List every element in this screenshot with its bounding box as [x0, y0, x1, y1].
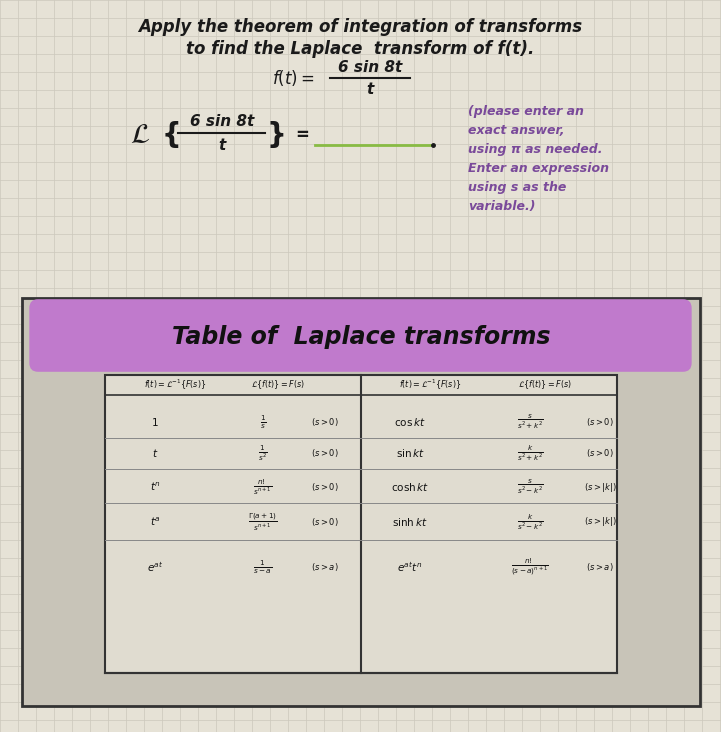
Text: $\frac{n!}{s^{n+1}}$: $\frac{n!}{s^{n+1}}$	[254, 477, 273, 497]
Text: $(s>a)$: $(s>a)$	[586, 561, 614, 573]
Text: $\mathcal{L}\{f(t)\}=F(s)$: $\mathcal{L}\{f(t)\}=F(s)$	[251, 378, 305, 392]
FancyBboxPatch shape	[30, 299, 691, 372]
Text: $\frac{k}{s^2+k^2}$: $\frac{k}{s^2+k^2}$	[517, 443, 544, 463]
Text: $f(t)=$: $f(t)=$	[272, 68, 314, 88]
Text: $(s>0)$: $(s>0)$	[586, 447, 614, 459]
Text: $t^n$: $t^n$	[149, 481, 161, 493]
Text: {: {	[162, 121, 182, 149]
Text: $\cosh kt$: $\cosh kt$	[391, 481, 429, 493]
Text: $\mathcal{L}$: $\mathcal{L}$	[130, 121, 150, 149]
Text: $f(t)=\mathcal{L}^{-1}\{F(s)\}$: $f(t)=\mathcal{L}^{-1}\{F(s)\}$	[399, 378, 461, 392]
Text: $\frac{k}{s^2-k^2}$: $\frac{k}{s^2-k^2}$	[517, 512, 544, 532]
Text: 6 sin 8t: 6 sin 8t	[338, 59, 402, 75]
Text: $\cos kt$: $\cos kt$	[394, 416, 426, 428]
Text: $(s>0)$: $(s>0)$	[311, 447, 339, 459]
Text: t: t	[218, 138, 226, 152]
Text: $(s>0)$: $(s>0)$	[311, 481, 339, 493]
Text: $1$: $1$	[151, 416, 159, 428]
Text: $(s>a)$: $(s>a)$	[311, 561, 339, 573]
Text: $t^a$: $t^a$	[149, 516, 160, 529]
Text: $(s>|k|)$: $(s>|k|)$	[583, 480, 616, 493]
Text: $\sinh kt$: $\sinh kt$	[392, 516, 428, 528]
Text: $\frac{\Gamma(a+1)}{s^{n+1}}$: $\frac{\Gamma(a+1)}{s^{n+1}}$	[248, 512, 278, 533]
Text: $(s>0)$: $(s>0)$	[311, 516, 339, 528]
Text: $e^{at}$: $e^{at}$	[147, 560, 163, 574]
Text: $\frac{1}{s-a}$: $\frac{1}{s-a}$	[253, 559, 273, 575]
Text: $(s>0)$: $(s>0)$	[311, 416, 339, 428]
Text: $(s>|k|)$: $(s>|k|)$	[583, 515, 616, 529]
Text: (please enter an
exact answer,
using π as needed.
Enter an expression
using s as: (please enter an exact answer, using π a…	[468, 105, 609, 213]
Text: $f(t)=\mathcal{L}^{-1}\{F(s)\}$: $f(t)=\mathcal{L}^{-1}\{F(s)\}$	[143, 378, 206, 392]
Text: $\sin kt$: $\sin kt$	[396, 447, 425, 459]
Text: 6 sin 8t: 6 sin 8t	[190, 114, 254, 130]
Text: $\frac{n!}{(s-a)^{n+1}}$: $\frac{n!}{(s-a)^{n+1}}$	[511, 556, 549, 578]
Text: $\frac{1}{s^2}$: $\frac{1}{s^2}$	[258, 443, 267, 463]
Text: $\mathcal{L}\{f(t)\}=F(s)$: $\mathcal{L}\{f(t)\}=F(s)$	[518, 378, 572, 392]
Text: $\frac{s}{s^2-k^2}$: $\frac{s}{s^2-k^2}$	[517, 478, 544, 496]
Text: $e^{at}t^n$: $e^{at}t^n$	[397, 560, 423, 574]
Text: to find the Laplace  transform of f(t).: to find the Laplace transform of f(t).	[186, 40, 534, 58]
Text: $\frac{s}{s^2+k^2}$: $\frac{s}{s^2+k^2}$	[517, 413, 544, 431]
FancyBboxPatch shape	[22, 298, 700, 706]
Text: $\frac{1}{s}$: $\frac{1}{s}$	[260, 414, 266, 430]
Text: $(s>0)$: $(s>0)$	[586, 416, 614, 428]
Text: Apply the theorem of integration of transforms: Apply the theorem of integration of tran…	[138, 18, 582, 36]
Text: }: }	[267, 121, 287, 149]
Text: t: t	[366, 83, 373, 97]
Text: $t$: $t$	[152, 447, 158, 459]
Text: Table of  Laplace transforms: Table of Laplace transforms	[172, 325, 550, 349]
Text: =: =	[295, 126, 309, 144]
FancyBboxPatch shape	[105, 375, 617, 673]
